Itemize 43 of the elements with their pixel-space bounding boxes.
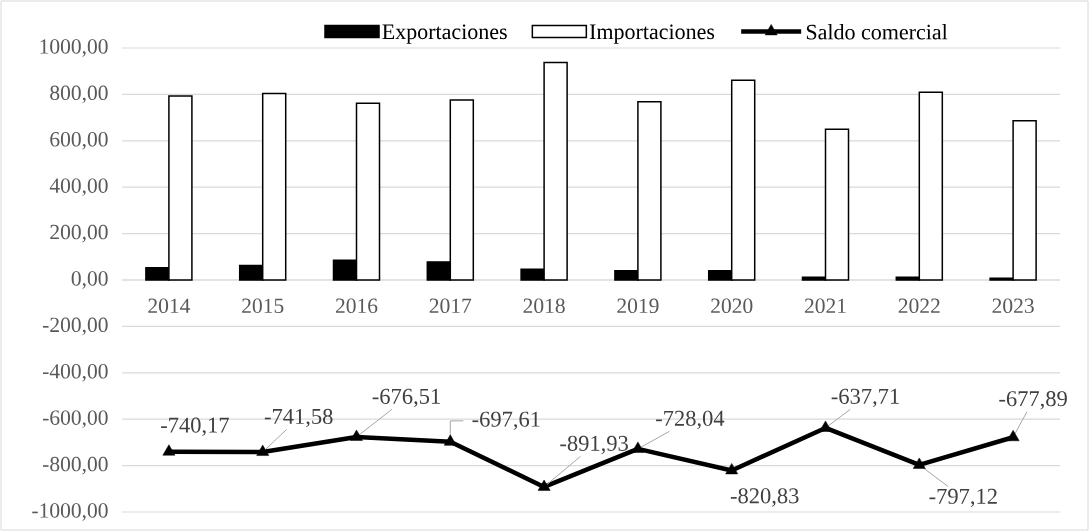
point (537, 479, 551, 491)
legend-label: Saldo comercial (806, 24, 948, 40)
data-label: -676,51 (372, 388, 440, 408)
legend-label: Exportaciones (382, 24, 507, 44)
y-tick-label: 1000,00 (40, 39, 108, 57)
y-tick-label: -200,00 (42, 317, 108, 336)
legend-label: Importaciones (589, 24, 715, 44)
data-label: -891,93 (560, 435, 628, 455)
data-label: -797,12 (929, 488, 997, 508)
x-tick-label: 2020 (711, 298, 753, 314)
point (725, 463, 739, 475)
x-tick-label: 2022 (898, 298, 940, 314)
x-tick-label: 2021 (804, 298, 846, 314)
point (631, 441, 645, 453)
y-tick-label: -1000,00 (32, 503, 108, 521)
x-tick-label: 2018 (523, 298, 565, 314)
x-tick-label: 2019 (617, 298, 659, 314)
point (350, 429, 363, 441)
x-tick-label: 2017 (429, 298, 472, 314)
data-label: -677,89 (999, 391, 1067, 410)
data-label: -740,17 (161, 417, 229, 436)
y-tick-label: -800,00 (42, 456, 108, 475)
data-label: -697,61 (472, 411, 540, 431)
x-tick-label: 2015 (242, 298, 284, 314)
point (1006, 430, 1020, 442)
y-tick-label: 800,00 (50, 85, 108, 104)
y-tick-label: 0,00 (71, 271, 108, 289)
y-tick-label: -400,00 (42, 364, 108, 382)
x-tick-label: 2016 (335, 298, 378, 314)
data-label: -728,04 (656, 410, 725, 430)
y-tick-label: 600,00 (50, 132, 108, 150)
x-tick-label: 2023 (992, 298, 1034, 314)
data-label: -637,71 (831, 388, 899, 408)
point (162, 444, 176, 456)
y-tick-label: 200,00 (50, 224, 108, 243)
data-label: -820,83 (730, 488, 799, 507)
y-tick-label: -600,00 (42, 410, 108, 429)
point (443, 434, 457, 446)
point (913, 457, 926, 469)
x-tick-label: 2014 (148, 298, 191, 314)
point (256, 444, 270, 456)
y-tick-label: 400,00 (49, 178, 108, 197)
data-label: -741,58 (264, 408, 333, 428)
